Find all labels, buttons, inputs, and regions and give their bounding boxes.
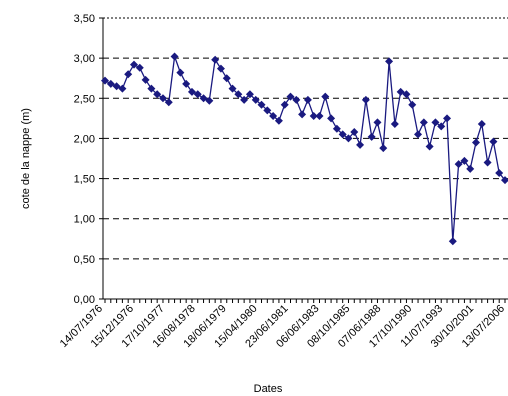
data-point [489, 137, 498, 146]
data-point [460, 156, 469, 165]
data-point [437, 122, 446, 131]
y-tick-label: 0,00 [74, 294, 95, 306]
data-point [373, 118, 382, 127]
data-point [309, 111, 318, 120]
data-point [106, 79, 115, 88]
data-point [199, 94, 208, 103]
data-point [402, 90, 411, 99]
data-point [222, 74, 231, 83]
data-point [263, 106, 272, 115]
data-point [274, 116, 283, 125]
data-point [298, 110, 307, 119]
data-point [443, 114, 452, 123]
data-point [118, 84, 127, 93]
y-tick-labels: 0,00 0,50 1,00 1,50 2,00 2,50 3,00 3,50 [74, 13, 95, 306]
data-point [205, 96, 214, 105]
plot-area [103, 18, 508, 299]
data-point [147, 84, 156, 93]
data-point [101, 76, 109, 85]
data-point [344, 134, 353, 143]
y-tick-label: 0,50 [74, 254, 95, 266]
data-point [170, 52, 179, 61]
data-point [361, 95, 370, 104]
data-point [245, 90, 254, 99]
data-point [332, 124, 341, 133]
data-point [176, 68, 185, 77]
data-point [327, 114, 336, 123]
series-line [104, 56, 506, 242]
data-point [315, 111, 324, 120]
data-point [164, 98, 173, 107]
y-axis-title: cote de la nappe (m) [20, 108, 32, 209]
data-point [234, 90, 243, 99]
data-point [158, 94, 167, 103]
data-point [414, 130, 423, 139]
data-point [240, 95, 249, 104]
data-point [286, 92, 295, 101]
x-axis-title: Dates [254, 383, 283, 395]
data-point [356, 140, 365, 149]
data-point [431, 118, 440, 127]
x-tick-labels: 14/07/197615/12/197617/10/197716/08/1978… [58, 303, 507, 350]
data-point [321, 92, 330, 101]
data-point [303, 95, 312, 104]
data-point [379, 144, 388, 153]
data-point [187, 87, 196, 96]
data-point [153, 90, 162, 99]
y-tick-label: 3,00 [74, 53, 95, 65]
data-point [338, 130, 347, 139]
y-tick-label: 2,50 [74, 93, 95, 105]
data-point [454, 160, 463, 169]
data-point [257, 100, 266, 109]
data-point [182, 79, 191, 88]
y-tick-label: 1,00 [74, 214, 95, 226]
y-tick-label: 3,50 [74, 13, 95, 25]
data-point [408, 100, 417, 109]
data-point [124, 70, 133, 79]
y-tick-label: 2,00 [74, 133, 95, 145]
y-tick-label: 1,50 [74, 174, 95, 186]
plot-background [103, 18, 508, 299]
data-point [390, 119, 399, 128]
data-point [129, 60, 138, 69]
data-point [112, 82, 121, 91]
data-point [350, 128, 359, 137]
data-point [385, 57, 394, 66]
data-point [141, 75, 150, 84]
data-point [466, 164, 475, 173]
data-point [216, 64, 225, 73]
data-point [135, 63, 144, 72]
data-point [448, 237, 457, 246]
data-point [425, 142, 434, 151]
data-point [269, 111, 278, 120]
series-layer [101, 52, 508, 246]
data-point [477, 119, 486, 128]
data-point [472, 138, 481, 147]
data-point [251, 95, 260, 104]
axes [99, 17, 508, 303]
gridlines [103, 17, 508, 260]
data-point [367, 132, 376, 141]
data-point [495, 168, 504, 177]
data-point [211, 55, 220, 64]
data-point [396, 87, 405, 96]
data-point [280, 100, 289, 109]
data-point [228, 84, 237, 93]
data-point [292, 95, 301, 104]
data-point [483, 158, 492, 167]
data-point [193, 90, 202, 99]
data-point [501, 176, 508, 185]
data-point [419, 118, 428, 127]
